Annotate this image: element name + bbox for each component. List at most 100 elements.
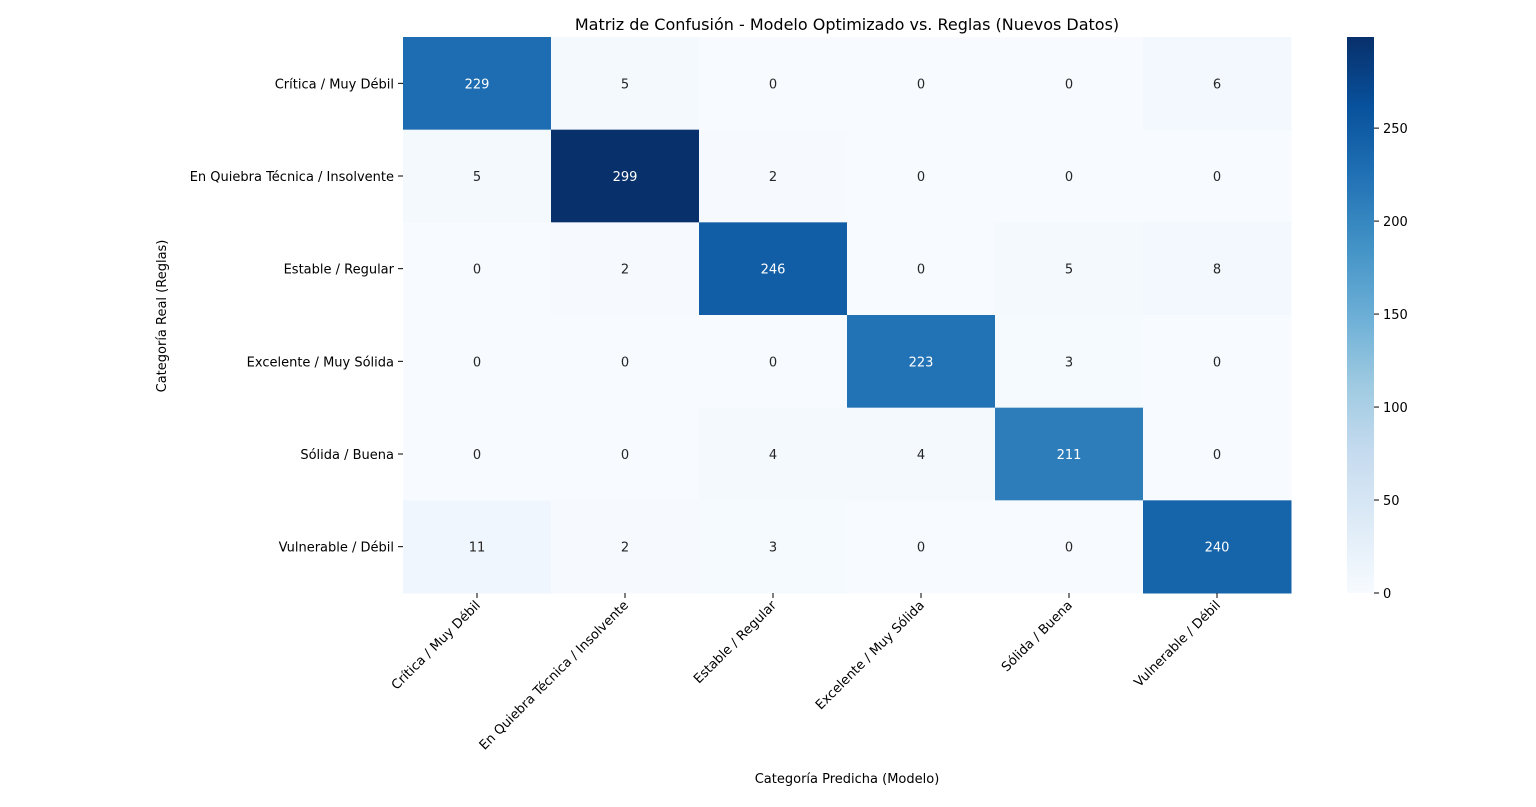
heatmap-cell [699,222,848,316]
x-tick-label: Excelente / Muy Sólida [813,598,928,713]
cell-value-label: 0 [917,541,925,556]
heatmap-cell [699,500,848,594]
cell-value-label: 3 [769,541,777,556]
heatmap-cell [699,315,848,409]
y-tick-label: Vulnerable / Débil [279,541,394,556]
colorbar-tick-label: 100 [1383,401,1408,416]
cell-value-label: 0 [473,263,481,278]
heatmap-cell [551,500,700,594]
cell-value-label: 229 [465,77,490,92]
colorbar-tick-label: 50 [1383,494,1400,509]
heatmap-cell [1143,315,1292,409]
heatmap-cell [847,222,996,316]
heatmap-cell [847,500,996,594]
heatmap-cell [995,222,1144,316]
heatmap-cell [847,315,996,409]
y-axis-label: Categoría Real (Reglas) [155,240,170,393]
cell-value-label: 299 [613,170,638,185]
heatmap-cell [551,407,700,501]
heatmap-cell [1143,407,1292,501]
chart-title: Matriz de Confusión - Modelo Optimizado … [575,15,1119,34]
heatmap-cell [551,37,700,131]
x-tick-label: Vulnerable / Débil [1132,598,1224,690]
cell-value-label: 246 [761,263,786,278]
cell-value-label: 0 [473,355,481,370]
cell-value-label: 0 [621,355,629,370]
colorbar-tick-label: 250 [1383,122,1408,137]
x-tick-label: Crítica / Muy Débil [389,598,484,693]
cell-value-label: 0 [1065,541,1073,556]
cell-value-label: 0 [1213,448,1221,463]
cell-value-label: 2 [621,541,629,556]
heatmap-cell [1143,500,1292,594]
cell-value-label: 11 [469,541,486,556]
cell-value-label: 0 [473,448,481,463]
cell-value-label: 0 [1065,77,1073,92]
heatmap-cells: 229 5 0 0 0 65 299 2 0 0 00 2 246 0 5 80 0 0 223 3 00 0 4 4 211 0… [403,37,1292,594]
y-tick-label: En Quiebra Técnica / Insolvente [190,170,394,185]
heatmap-cell [551,315,700,409]
heatmap-cell [403,37,552,131]
cell-value-label: 211 [1057,448,1082,463]
y-axis-ticks: Crítica / Muy Débil En Quiebra Técnica / … [190,77,403,556]
heatmap-cell [403,407,552,501]
cell-value-label: 3 [1065,355,1073,370]
heatmap-cell [699,129,848,223]
heatmap-cell [847,129,996,223]
heatmap-cell [551,129,700,223]
cell-value-label: 0 [1065,170,1073,185]
heatmap-cell [847,407,996,501]
cell-value-label: 2 [769,170,777,185]
heatmap-cell [995,37,1144,131]
cell-value-label: 223 [909,355,934,370]
cell-value-label: 5 [621,77,629,92]
heatmap-cell [1143,129,1292,223]
cell-value-label: 4 [769,448,777,463]
colorbar: 0 50 100 150 200 250 [1347,37,1408,602]
cell-value-label: 2 [621,263,629,278]
cell-value-label: 0 [917,77,925,92]
heatmap-cell [403,315,552,409]
heatmap-cell [995,315,1144,409]
x-tick-label: Sólida / Buena [999,598,1076,675]
heatmap-cell [699,37,848,131]
heatmap-cell [551,222,700,316]
colorbar-gradient [1347,37,1374,593]
heatmap-cell [847,37,996,131]
x-tick-label: En Quiebra Técnica / Insolvente [477,598,632,753]
y-tick-label: Excelente / Muy Sólida [247,355,394,370]
cell-value-label: 5 [1065,263,1073,278]
cell-value-label: 0 [1213,170,1221,185]
cell-value-label: 240 [1205,541,1230,556]
heatmap-cell [699,407,848,501]
cell-value-label: 0 [769,77,777,92]
cell-value-label: 0 [917,170,925,185]
cell-value-label: 5 [473,170,481,185]
cell-value-label: 6 [1213,77,1221,92]
cell-value-label: 0 [769,355,777,370]
heatmap-cell [1143,37,1292,131]
heatmap-cell [995,500,1144,594]
cell-value-label: 0 [917,263,925,278]
y-tick-label: Crítica / Muy Débil [275,77,394,92]
heatmap-cell [403,129,552,223]
heatmap-cell [1143,222,1292,316]
cell-value-label: 0 [621,448,629,463]
heatmap-cell [995,129,1144,223]
y-tick-label: Sólida / Buena [300,448,394,463]
cell-value-label: 0 [1213,355,1221,370]
cell-value-label: 8 [1213,263,1221,278]
x-tick-label: Estable / Regular [691,598,780,687]
cell-value-label: 4 [917,448,925,463]
colorbar-tick-label: 200 [1383,215,1408,230]
colorbar-tick-label: 0 [1383,587,1391,602]
colorbar-tick-label: 150 [1383,308,1408,323]
heatmap-cell [403,222,552,316]
y-tick-label: Estable / Regular [284,263,395,278]
heatmap-cell [995,407,1144,501]
x-axis-label: Categoría Predicha (Modelo) [755,772,940,787]
heatmap-cell [403,500,552,594]
